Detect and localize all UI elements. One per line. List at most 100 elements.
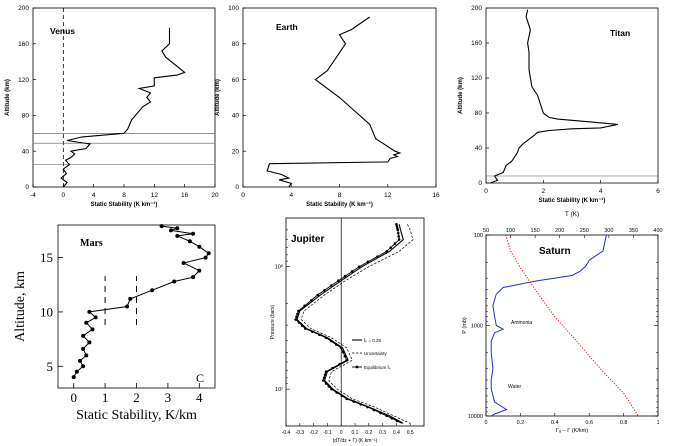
saturn-stability-line [490, 234, 607, 417]
earth-panel-label: Earth [276, 22, 298, 32]
mars-data-point [206, 251, 211, 256]
jupiter-equilibrium-marker [324, 382, 328, 385]
jupiter-equilibrium-marker [396, 228, 400, 232]
saturn-top-tick-label: 50 [483, 228, 489, 234]
mars-data-point [191, 231, 196, 236]
earth-x-tick-label: 16 [432, 192, 440, 199]
titan-x-tick-label: 6 [656, 188, 660, 195]
titan-y-tick-label: 200 [471, 5, 482, 12]
jupiter-x-tick-label: -0.2 [309, 430, 318, 436]
jupiter-equilibrium-marker [366, 260, 370, 264]
jupiter-equilibrium-marker [395, 419, 399, 423]
jupiter-x-tick-label: 0.4 [393, 430, 400, 436]
saturn-water-annotation: Water [508, 384, 521, 390]
jupiter-equilibrium-marker [366, 405, 369, 409]
venus-x-tick-label: 12 [151, 192, 159, 199]
venus-y-tick-label: 160 [18, 41, 29, 48]
mars-data-point [77, 358, 82, 363]
jupiter-equilibrium-marker [323, 373, 327, 376]
jupiter-equilibrium-marker [335, 343, 338, 346]
venus-x-tick-label: 4 [92, 192, 96, 199]
venus-y-tick-label: 120 [18, 77, 29, 84]
mars-data-point [187, 239, 192, 244]
mars-data-point [175, 226, 180, 231]
jupiter-equilibrium-marker [324, 336, 328, 339]
jupiter-equilibrium-marker [296, 312, 299, 316]
venus-y-tick-label: 200 [18, 5, 29, 12]
jupiter-x-tick-label: 0.2 [365, 430, 372, 436]
mars-y-tick-label: 5 [47, 359, 54, 374]
jupiter-uncertainty-line [300, 224, 414, 424]
mars-data-point [181, 261, 186, 266]
venus-y-tick-label: 40 [22, 148, 30, 155]
earth-y-tick-label: 20 [232, 148, 240, 155]
jupiter-equilibrium-marker [393, 242, 397, 245]
jupiter-panel: -0.4 -0.3 -0.2 -0.1 0 0.1 0.2 0.3 0.4 0.5 10⁰ 10¹ fₚ… [270, 217, 425, 444]
jupiter-y-axis-label: Pressure (bars) [270, 304, 276, 339]
jupiter-equilibrium-marker [350, 270, 354, 273]
mars-data-point [191, 275, 196, 280]
venus-panel-label: Venus [50, 26, 75, 36]
titan-x-tick-label: 0 [484, 188, 488, 195]
mars-data-point [159, 224, 164, 229]
mars-x-tick-label: 4 [196, 390, 203, 405]
mars-y-axis-label: Altitude, km [13, 271, 28, 342]
venus-profile-line [60, 27, 186, 188]
jupiter-equilibrium-marker [340, 394, 344, 398]
earth-x-tick-label: 0 [241, 192, 245, 199]
titan-x-axis-label: Static Stability (K km⁻¹) [539, 197, 606, 204]
earth-y-tick-label: 0 [235, 184, 239, 191]
mars-y-tick-label: 10 [40, 304, 53, 319]
earth-y-tick-label: 40 [232, 113, 240, 120]
mars-data-point [90, 327, 95, 332]
mars-panel-label: Mars [80, 238, 103, 249]
earth-x-tick-label: 8 [338, 192, 342, 199]
jupiter-panel-label: Jupiter [291, 234, 324, 245]
mars-data-point [93, 315, 98, 320]
mars-x-tick-label: 0 [70, 390, 77, 405]
earth-y-tick-label: 100 [228, 5, 239, 12]
jupiter-equilibrium-marker [329, 339, 333, 343]
titan-profile-line [490, 9, 619, 184]
jupiter-equilibrium-marker [345, 358, 349, 362]
jupiter-equilibrium-marker [359, 403, 363, 406]
jupiter-equilibrium-marker [295, 315, 298, 319]
titan-panel-label: Titan [610, 28, 630, 38]
jupiter-equilibrium-marker [294, 318, 297, 321]
mars-data-point [125, 304, 130, 309]
mars-data-point [74, 369, 79, 374]
venus-y-axis-label: Altitude (km) [5, 79, 11, 116]
saturn-top-tick-label: 150 [531, 228, 540, 234]
mars-data-point [203, 255, 208, 260]
jupiter-equilibrium-marker [297, 321, 301, 324]
saturn-temperature-line [505, 234, 639, 417]
mars-x-tick-label: 3 [165, 390, 172, 405]
jupiter-equilibrium-marker [304, 327, 307, 330]
saturn-panel-label: Saturn [539, 246, 571, 257]
saturn-x-tick-label: 1 [656, 420, 659, 426]
jupiter-equilibrium-marker [379, 411, 382, 415]
jupiter-fp025-line [296, 224, 404, 424]
venus-y-tick-label: 80 [22, 113, 30, 120]
jupiter-equilibrium-marker [303, 304, 306, 308]
jupiter-legend-label: Uncertainty [364, 351, 388, 356]
earth-x-axis-label: Static Stability (K km⁻¹) [306, 201, 373, 208]
earth-panel: 0 4 8 12 16 0 20 40 60 80 100 Earth Static Stability… [215, 5, 440, 208]
jupiter-equilibrium-marker [311, 330, 314, 333]
mars-data-point [71, 375, 76, 380]
jupiter-x-tick-label: 0.3 [379, 430, 386, 436]
saturn-top-tick-label: 300 [604, 228, 613, 234]
titan-plot-frame [485, 7, 659, 184]
mars-data-point [150, 288, 155, 293]
jupiter-x-axis-label: (dT/dz + Γ) (K km⁻¹) [333, 438, 378, 444]
jupiter-equilibrium-marker [330, 387, 333, 391]
mars-data-point [81, 333, 86, 338]
jupiter-equilibrium-marker [321, 379, 325, 382]
jupiter-equilibrium-marker [352, 400, 356, 403]
jupiter-y-tick-label: 10⁰ [275, 264, 284, 271]
venus-x-tick-label: -4 [30, 192, 36, 199]
mars-data-point [128, 296, 133, 301]
jupiter-equilibrium-marker [338, 362, 341, 366]
